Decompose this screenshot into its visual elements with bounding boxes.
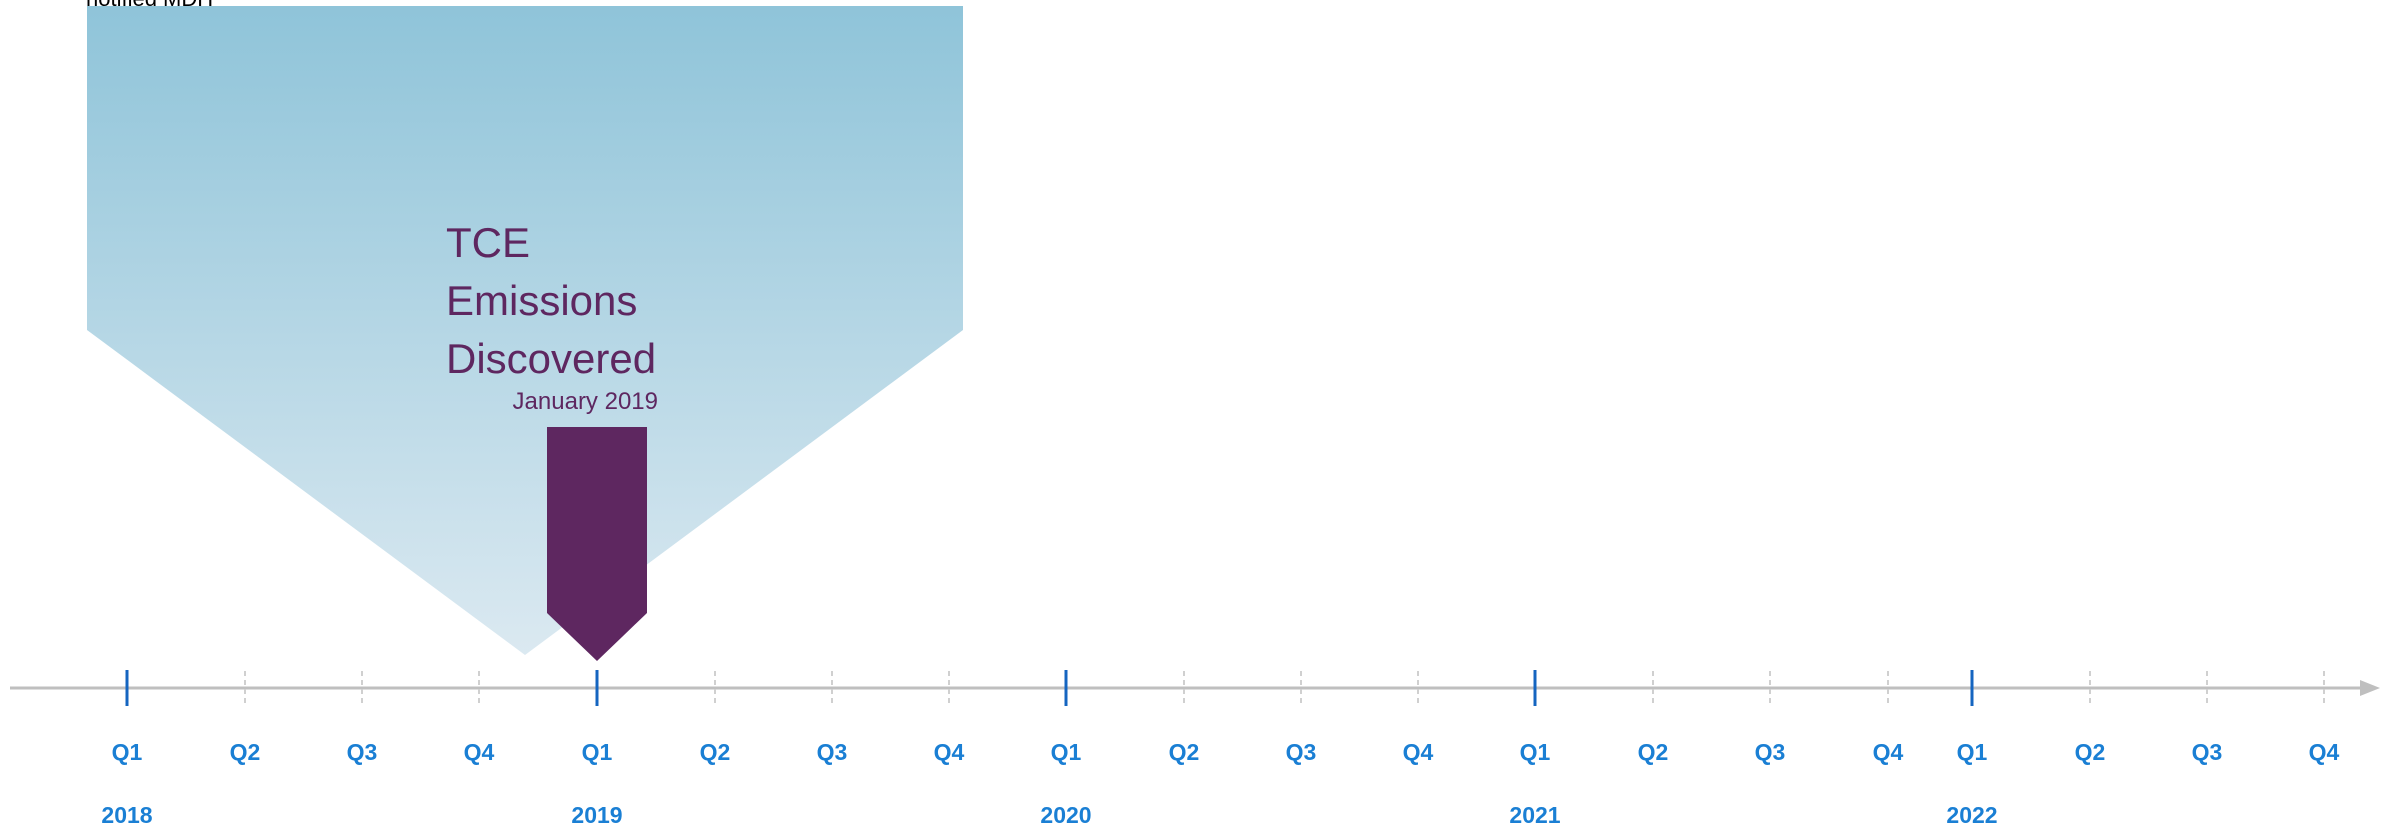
year-label: 2018 [101, 802, 153, 828]
quarter-label: Q3 [1754, 739, 1786, 765]
quarter-label: Q4 [1872, 739, 1904, 765]
year-label: 2019 [571, 802, 623, 828]
event-date: January 2019 [512, 388, 658, 415]
year-label: 2020 [1040, 802, 1092, 828]
quarter-label: Q1 [1050, 739, 1082, 765]
quarter-label: Q2 [1168, 739, 1200, 765]
quarter-label: Q3 [2191, 739, 2223, 765]
quarter-label: Q2 [1637, 739, 1669, 765]
quarter-label: Q1 [581, 739, 613, 765]
quarter-label: Q3 [346, 739, 378, 765]
quarter-label: Q4 [463, 739, 495, 765]
year-label: 2022 [1946, 802, 1998, 828]
quarter-label: Q3 [816, 739, 848, 765]
quarter-label: Q3 [1285, 739, 1317, 765]
quarter-label: Q4 [2308, 739, 2340, 765]
clipped-note-text: notified MDH [86, 0, 213, 12]
quarter-label: Q2 [229, 739, 261, 765]
quarter-label: Q2 [699, 739, 731, 765]
quarter-label: Q2 [2074, 739, 2106, 765]
callout-shape [87, 6, 963, 655]
quarter-label: Q1 [1956, 739, 1988, 765]
quarter-label: Q4 [933, 739, 965, 765]
axis-arrow-icon [2360, 680, 2380, 696]
quarter-label: Q1 [111, 739, 143, 765]
tick-group [125, 670, 2325, 706]
event-marker-shape [547, 427, 647, 661]
quarter-label: Q1 [1519, 739, 1551, 765]
event-title: TCE Emissions Discovered [446, 219, 657, 382]
quarter-label: Q4 [1402, 739, 1434, 765]
year-label: 2021 [1509, 802, 1561, 828]
